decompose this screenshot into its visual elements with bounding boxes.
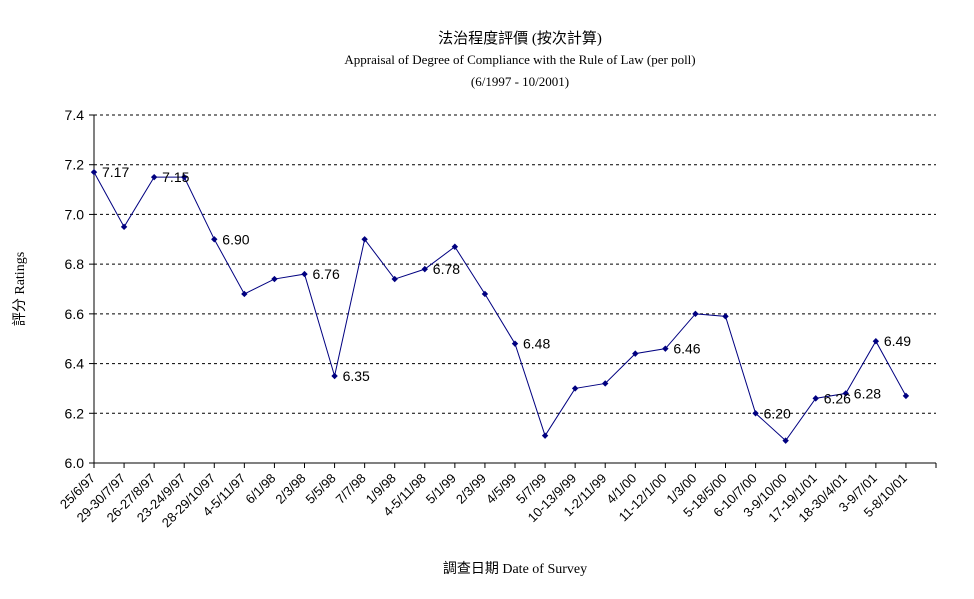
y-tick-label: 6.0 xyxy=(65,455,85,471)
data-label: 7.15 xyxy=(162,169,189,185)
chart-subtitle: Appraisal of Degree of Compliance with t… xyxy=(344,52,695,67)
data-point xyxy=(722,313,729,320)
data-point xyxy=(602,380,609,387)
data-label: 6.76 xyxy=(313,266,340,282)
y-tick-label: 6.6 xyxy=(65,306,85,322)
data-label: 6.26 xyxy=(824,390,851,406)
data-point xyxy=(421,265,428,273)
y-tick-label: 6.2 xyxy=(65,405,85,421)
data-label: 6.28 xyxy=(854,385,881,401)
x-tick-label: 7/7/98 xyxy=(333,471,369,507)
data-point xyxy=(752,410,759,417)
data-label: 6.48 xyxy=(523,336,550,352)
y-tick-label: 7.2 xyxy=(65,157,85,173)
data-point xyxy=(361,236,368,243)
y-tick-label: 7.4 xyxy=(65,107,85,123)
data-point xyxy=(241,290,248,298)
data-point xyxy=(812,395,819,402)
grid-layer xyxy=(94,114,936,414)
data-point xyxy=(301,270,308,278)
x-tick-label: 5/5/98 xyxy=(303,471,339,507)
data-point xyxy=(692,310,699,318)
data-label: 7.17 xyxy=(102,164,129,180)
data-point xyxy=(902,392,910,400)
x-tick-label: 2/3/99 xyxy=(453,471,489,507)
data-point xyxy=(331,372,338,380)
data-point xyxy=(481,290,489,298)
data-label: 6.20 xyxy=(764,405,791,421)
data-label: 6.78 xyxy=(433,261,460,277)
data-label: 6.46 xyxy=(673,341,700,357)
x-tick-label: 5/1/99 xyxy=(423,471,459,507)
data-point xyxy=(90,168,98,176)
data-label: 6.35 xyxy=(343,368,370,384)
data-point xyxy=(782,437,789,444)
chart-period: (6/1997 - 10/2001) xyxy=(471,74,569,89)
data-point xyxy=(181,173,188,181)
x-tick-label: 6/1/98 xyxy=(242,471,278,507)
data-point xyxy=(511,340,519,347)
data-point xyxy=(120,223,128,231)
series-line xyxy=(93,171,907,442)
data-point xyxy=(541,432,549,439)
data-label: 6.49 xyxy=(884,333,911,349)
y-tick-label: 6.4 xyxy=(65,356,85,372)
data-label: 6.90 xyxy=(222,231,249,247)
series-layer xyxy=(90,168,910,444)
y-axis-title: 評分 Ratings xyxy=(12,252,28,326)
data-point xyxy=(211,236,218,243)
label-layer: 7.17 7.15 6.90 6.76 6.35 6.78 6.48 6.46 6.20 6.26… xyxy=(102,164,911,421)
x-tick-label: 2/3/98 xyxy=(272,471,308,507)
data-point xyxy=(391,275,398,283)
data-point xyxy=(571,385,579,392)
data-point xyxy=(662,345,669,352)
chart-title: 法治程度評價 (按次計算) xyxy=(438,29,602,47)
data-point xyxy=(872,338,880,345)
x-tick-label: 4/5/99 xyxy=(483,471,519,507)
data-point xyxy=(632,350,639,357)
data-point xyxy=(271,275,278,283)
data-point xyxy=(451,243,459,250)
x-axis-title: 調查日期 Date of Survey xyxy=(443,561,587,577)
y-tick-label: 7.0 xyxy=(65,206,85,222)
y-tick-label: 6.8 xyxy=(65,256,85,272)
data-point xyxy=(842,390,849,397)
data-point xyxy=(150,173,158,181)
